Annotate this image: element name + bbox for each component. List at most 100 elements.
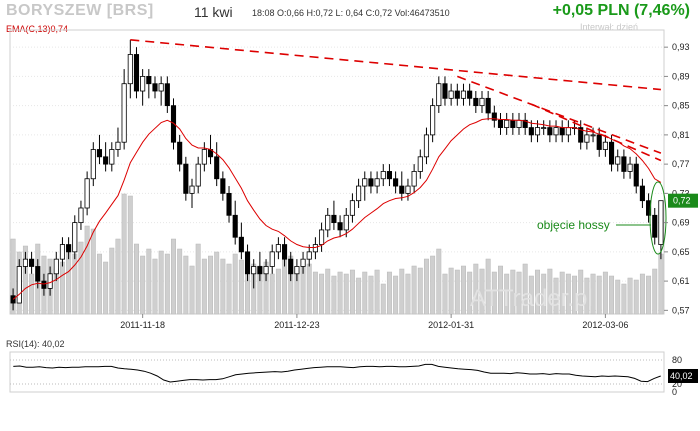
candle xyxy=(183,156,189,201)
candle xyxy=(121,69,127,150)
candle-body xyxy=(288,258,294,275)
rsi-frame xyxy=(9,351,665,393)
candle xyxy=(59,237,66,267)
volume-bar xyxy=(473,263,479,315)
candle xyxy=(325,207,331,238)
candle-body xyxy=(41,280,47,289)
candle-body xyxy=(164,83,170,107)
volume-bar xyxy=(541,273,547,315)
candle xyxy=(275,237,281,260)
volume-bar xyxy=(430,255,436,315)
candle-body xyxy=(485,97,491,114)
volume-bar xyxy=(362,271,368,315)
candle xyxy=(615,149,621,172)
candle-body xyxy=(497,119,504,128)
candle xyxy=(417,149,423,179)
volume-bar xyxy=(282,258,288,315)
candle xyxy=(590,127,596,143)
candle xyxy=(380,164,386,187)
volume-bar xyxy=(442,273,448,315)
candle-body xyxy=(608,141,615,165)
candle xyxy=(627,156,633,179)
candle-body xyxy=(47,273,53,289)
candle-body xyxy=(479,97,485,107)
candle xyxy=(103,142,109,172)
volume-bar xyxy=(96,253,102,315)
candle-body xyxy=(220,178,226,194)
candle xyxy=(565,120,571,143)
volume-bar xyxy=(158,250,164,315)
candle xyxy=(491,105,497,128)
candle xyxy=(652,207,658,245)
candle xyxy=(16,259,22,304)
volume-bar xyxy=(411,265,417,315)
candle-body xyxy=(417,156,423,172)
candle-body xyxy=(386,171,393,180)
volume-bar xyxy=(115,238,121,315)
rsi-tick-label: 20 xyxy=(672,379,682,389)
candle xyxy=(41,273,47,296)
volume-bar xyxy=(220,258,226,315)
candle xyxy=(430,98,436,143)
candle-body xyxy=(170,105,177,143)
volume-bar xyxy=(109,247,115,315)
volume-bar xyxy=(103,261,109,315)
candle-body xyxy=(504,119,510,128)
candle-body xyxy=(596,134,602,150)
date-tick-label: 2012-01-31 xyxy=(428,320,474,330)
period-label: 11 kwi xyxy=(194,4,233,20)
candle xyxy=(152,76,158,99)
candle xyxy=(78,200,84,230)
candle xyxy=(96,134,103,165)
candle xyxy=(90,142,96,187)
watermark: ATTrader.pl xyxy=(470,285,593,312)
candle xyxy=(479,91,485,113)
rsi-last-box xyxy=(668,368,698,383)
price-change: +0,05 PLN (7,46%) xyxy=(552,2,690,19)
price-tick-label: 0,65 xyxy=(672,247,690,257)
price-tick-label: 0,81 xyxy=(672,130,690,140)
candle xyxy=(522,112,528,135)
trendline xyxy=(130,39,661,91)
candle-body xyxy=(553,127,559,136)
candle-body xyxy=(633,163,639,187)
rsi-panel: 80 200 40,02 xyxy=(9,351,698,397)
candle-body xyxy=(84,178,90,209)
rsi-line xyxy=(13,363,661,383)
candle-body xyxy=(263,266,269,275)
volume-bar xyxy=(386,271,392,315)
volume-bar xyxy=(208,255,213,315)
candle xyxy=(497,112,504,135)
volume-bar xyxy=(374,269,380,315)
volume-bar xyxy=(195,243,201,315)
candle xyxy=(411,164,417,194)
price-tick-label: 0,73 xyxy=(672,188,690,198)
candle-body xyxy=(257,266,263,275)
volume-bar xyxy=(479,268,485,315)
trendlines xyxy=(130,39,662,162)
date-tick-label: 2011-11-18 xyxy=(120,320,165,330)
candle-body xyxy=(615,156,621,165)
candle-body xyxy=(312,244,318,253)
candle xyxy=(541,120,547,135)
candle xyxy=(226,186,232,223)
candle-body xyxy=(140,76,146,92)
volume-bar xyxy=(652,268,658,315)
candle xyxy=(201,142,207,172)
volume-bar xyxy=(84,225,90,315)
candle-body xyxy=(22,258,28,267)
candle-body xyxy=(66,244,72,253)
candle-body xyxy=(121,83,127,143)
candle xyxy=(337,215,343,238)
candle-body xyxy=(115,141,121,150)
candle-body xyxy=(578,127,584,143)
candle xyxy=(473,91,479,113)
candle xyxy=(559,120,565,143)
candle-body xyxy=(306,251,312,260)
price-axis: 0,57 0,61 0,65 0,69 0,73 0,77 0,81 0,85 0,89 0,93 xyxy=(664,42,690,315)
candle-body xyxy=(133,54,140,92)
volume-bar xyxy=(448,267,454,315)
candle-body xyxy=(436,83,442,107)
volume-bar xyxy=(547,268,553,315)
candle xyxy=(300,251,306,274)
